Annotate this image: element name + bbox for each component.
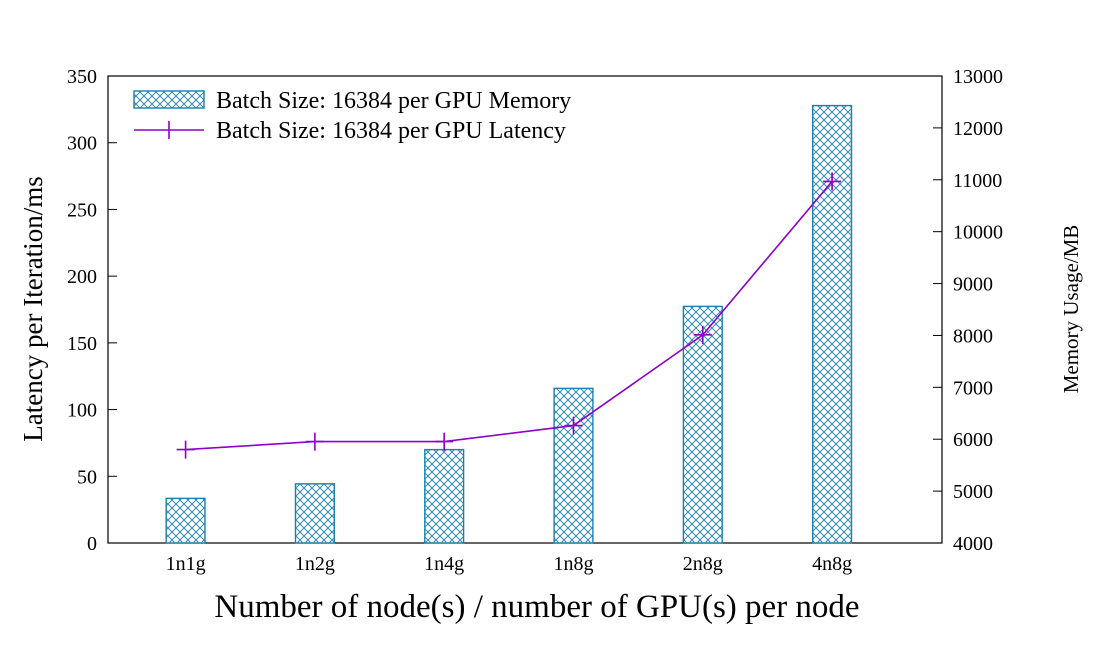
right-tick-label: 5000 <box>953 481 993 503</box>
right-axis-ticks: 4000 5000 6000 7000 8000 9000 10000 11000 12000 1… <box>933 66 1003 555</box>
latency-point <box>693 325 712 344</box>
left-tick-label: 100 <box>67 400 97 422</box>
x-tick-label: 1n1g <box>166 553 206 575</box>
memory-bars <box>165 104 853 544</box>
latency-point <box>435 432 454 451</box>
memory-bar <box>424 448 465 544</box>
x-axis-title: Number of node(s) / number of GPU(s) per… <box>214 589 859 625</box>
x-axis-ticks: 1n1g 1n2g 1n4g 1n8g 2n8g 4n8g <box>166 534 852 575</box>
x-tick-label: 1n8g <box>553 553 593 575</box>
latency-line-group <box>176 172 842 459</box>
right-tick-label: 13000 <box>953 66 1003 88</box>
legend: Batch Size: 16384 per GPU Memory Batch S… <box>133 88 571 144</box>
latency-point <box>305 432 324 451</box>
left-tick-label: 150 <box>67 333 97 355</box>
right-tick-label: 8000 <box>953 325 993 347</box>
legend-memory-swatch <box>133 90 205 109</box>
memory-bar <box>165 497 206 544</box>
right-tick-label: 6000 <box>953 429 993 451</box>
latency-point <box>564 416 583 435</box>
left-tick-label: 200 <box>67 266 97 288</box>
left-axis-ticks: 0 50 100 150 200 250 300 350 <box>67 66 117 555</box>
right-tick-label: 7000 <box>953 377 993 399</box>
y-axis-title: Latency per Iteration/ms <box>18 176 48 441</box>
legend-latency-label: Batch Size: 16384 per GPU Latency <box>216 118 566 144</box>
left-tick-label: 250 <box>67 199 97 221</box>
x-tick-label: 1n4g <box>424 553 464 575</box>
memory-bar <box>682 305 723 544</box>
y2-axis-title: Memory Usage/MB <box>1059 225 1083 394</box>
memory-bar <box>553 387 594 544</box>
left-tick-label: 50 <box>77 466 97 488</box>
right-tick-label: 4000 <box>953 533 993 555</box>
plot-frame <box>107 75 943 544</box>
left-tick-label: 350 <box>67 66 97 88</box>
memory-bar <box>811 104 853 544</box>
latency-point <box>823 172 842 191</box>
legend-memory-label: Batch Size: 16384 per GPU Memory <box>216 88 571 114</box>
right-tick-label: 10000 <box>953 222 1003 244</box>
x-tick-label: 1n2g <box>295 553 335 575</box>
right-tick-label: 11000 <box>953 170 1002 192</box>
x-tick-label: 2n8g <box>683 553 723 575</box>
memory-bar <box>294 483 335 544</box>
latency-point <box>176 440 195 459</box>
latency-line <box>185 180 833 451</box>
x-tick-label: 4n8g <box>812 553 852 575</box>
right-tick-label: 9000 <box>953 274 993 296</box>
left-tick-label: 300 <box>67 133 97 155</box>
left-tick-label: 0 <box>87 533 97 555</box>
right-tick-label: 12000 <box>953 118 1003 140</box>
